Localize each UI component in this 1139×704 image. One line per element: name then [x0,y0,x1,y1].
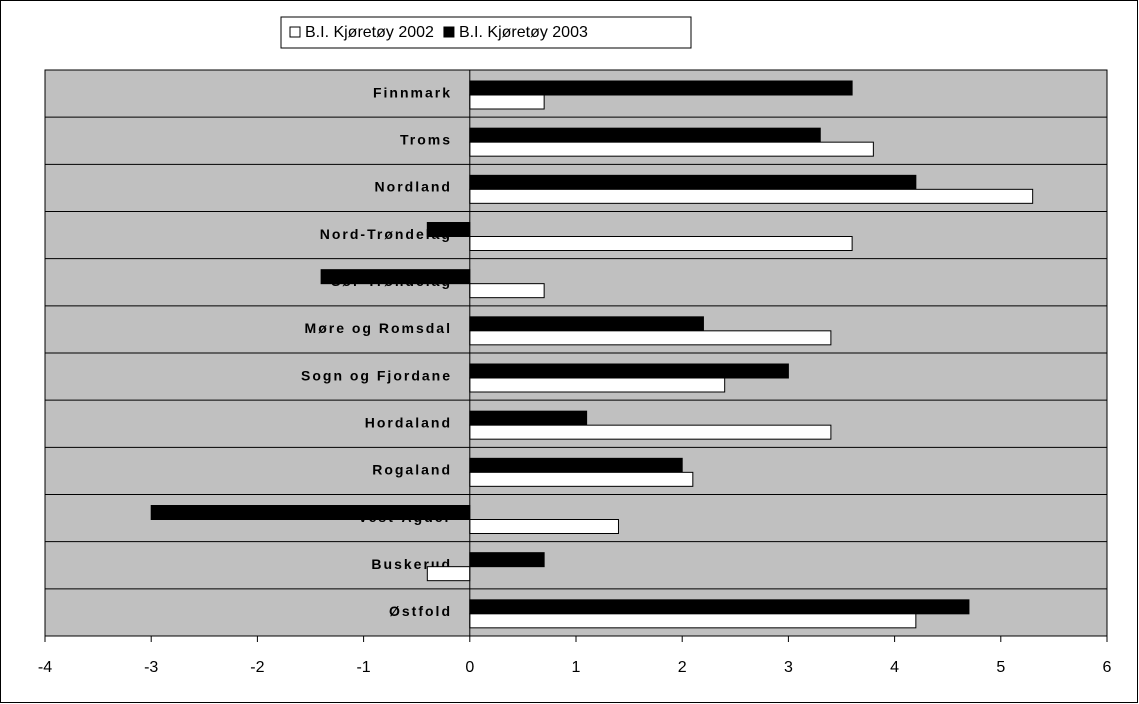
bar [469,552,545,568]
x-tick-label: 6 [1103,659,1112,676]
x-tick-label: 2 [678,659,687,676]
category-label: Rogaland [372,462,452,478]
category-label: Finnmark [373,84,452,100]
bar [469,377,726,393]
x-tick-label: -1 [356,659,370,676]
category-label: Nord-Trøndelag [320,226,452,242]
bar [469,424,832,440]
bar [469,471,694,487]
bar [469,330,832,346]
x-tick-label: -3 [144,659,158,676]
x-tick-label: 0 [465,659,474,676]
bar [469,188,1034,204]
legend-swatch [443,26,455,38]
legend-box [280,16,692,49]
category-label: Østfold [389,603,452,619]
bar [469,94,545,110]
bar [469,519,619,534]
category-label: Møre og Romsdal [305,320,452,336]
bar [426,222,471,237]
bar [150,505,471,520]
bar [469,236,853,251]
bar [469,410,588,426]
category-label: Sogn og Fjordane [301,367,452,383]
bar [469,127,821,143]
bar [469,363,789,379]
legend-label: B.I. Kjøretøy 2003 [459,24,588,41]
x-tick-label: -2 [250,659,264,676]
x-tick-label: 5 [996,659,1005,676]
category-label: Troms [400,131,452,147]
bar [469,283,545,299]
bar [469,174,917,190]
bar [469,316,704,332]
bar [469,80,853,96]
category-label: Hordaland [365,414,452,430]
x-tick-label: -4 [38,659,52,676]
bar [426,566,471,582]
bar [469,141,874,157]
x-tick-label: 4 [890,659,899,676]
bar [469,613,917,629]
bar [469,599,970,615]
bar [469,457,683,473]
legend-swatch [289,26,301,38]
x-tick-label: 1 [572,659,581,676]
category-label: Nordland [375,179,452,195]
bar [320,269,471,285]
legend-label: B.I. Kjøretøy 2002 [305,24,434,41]
x-tick-label: 3 [784,659,793,676]
